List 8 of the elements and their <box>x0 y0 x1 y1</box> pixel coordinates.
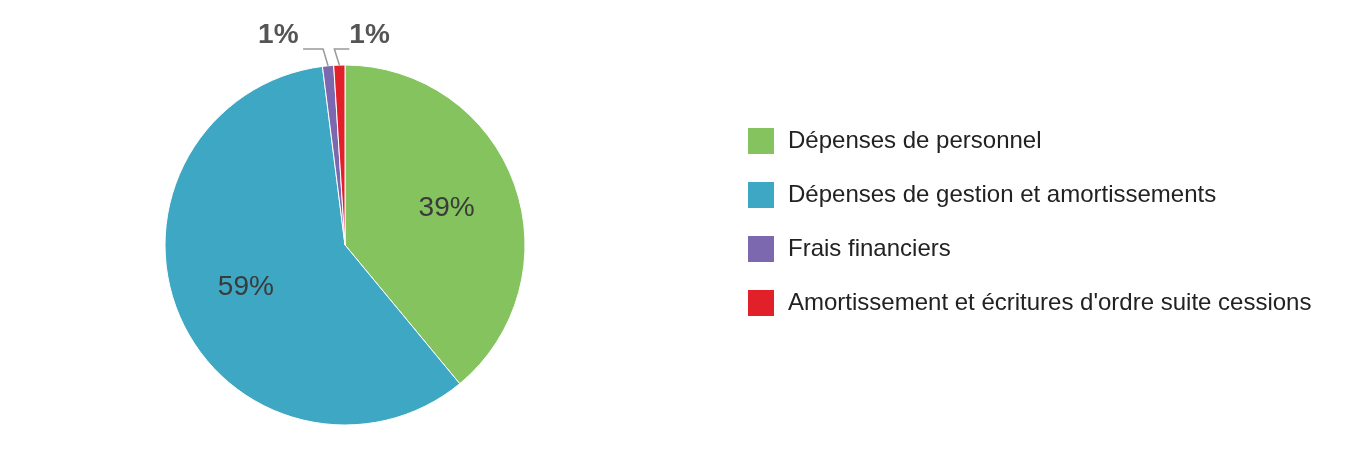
legend-label: Amortissement et écritures d'ordre suite cessions <box>788 288 1312 316</box>
legend-label: Dépenses de personnel <box>788 126 1042 154</box>
data-label: 59% <box>217 270 274 302</box>
data-label: 1% <box>258 18 299 49</box>
data-label: 39% <box>418 190 475 222</box>
legend-label: Dépenses de gestion et amortissements <box>788 180 1217 208</box>
data-label: 1% <box>349 18 390 49</box>
legend-label: Frais financiers <box>788 234 951 262</box>
